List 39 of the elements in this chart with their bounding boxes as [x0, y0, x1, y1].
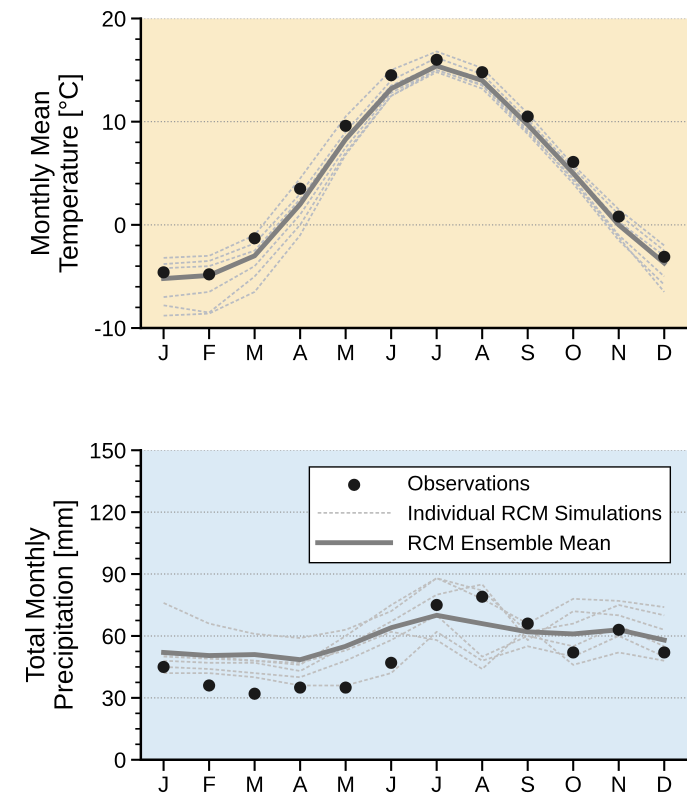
x-tick-label: O [566, 344, 581, 360]
x-tick-label: F [204, 776, 216, 792]
y-tick-label: 90 [102, 566, 126, 582]
y-tick-label: 120 [90, 504, 126, 520]
x-tick-label: D [658, 776, 672, 792]
legend-label: RCM Ensemble Mean [408, 534, 610, 550]
x-tick-label: A [292, 776, 308, 792]
x-tick-label: D [658, 344, 672, 360]
y-axis-title: Total Monthly Precipitation [mm] [25, 501, 78, 708]
x-tick-label: J [158, 344, 168, 360]
x-tick-label: J [431, 776, 441, 792]
x-tick-label: M [338, 776, 354, 792]
legend-label: Observations [408, 475, 530, 491]
x-tick-label: S [521, 776, 534, 792]
x-tick-label: J [386, 776, 396, 792]
x-tick-label: S [521, 344, 534, 360]
x-tick-label: M [338, 344, 354, 360]
y-tick-label: 60 [102, 628, 126, 644]
x-tick-label: A [474, 344, 490, 360]
x-tick-label: J [431, 344, 441, 360]
legend-label: Individual RCM Simulations [409, 505, 662, 520]
x-tick-label: F [204, 344, 216, 360]
y-tick-label: 10 [103, 114, 126, 130]
y-tick-label: 0 [114, 217, 126, 234]
x-tick-label: A [292, 344, 308, 360]
y-tick-label: -10 [95, 320, 126, 336]
y-axis-title: Monthly Mean Temperature [°C] [30, 75, 84, 273]
x-tick-label: M [247, 344, 262, 360]
x-tick-label: N [612, 776, 625, 792]
y-tick-label: 30 [102, 690, 126, 706]
x-tick-label: J [386, 344, 396, 360]
x-tick-label: J [158, 776, 168, 792]
x-tick-label: O [566, 776, 581, 792]
x-tick-label: N [612, 344, 625, 360]
y-tick-label: 20 [102, 11, 126, 27]
x-tick-label: M [247, 776, 262, 792]
y-tick-label: 150 [90, 442, 126, 459]
x-tick-label: A [474, 776, 490, 792]
y-tick-label: 0 [114, 752, 126, 768]
